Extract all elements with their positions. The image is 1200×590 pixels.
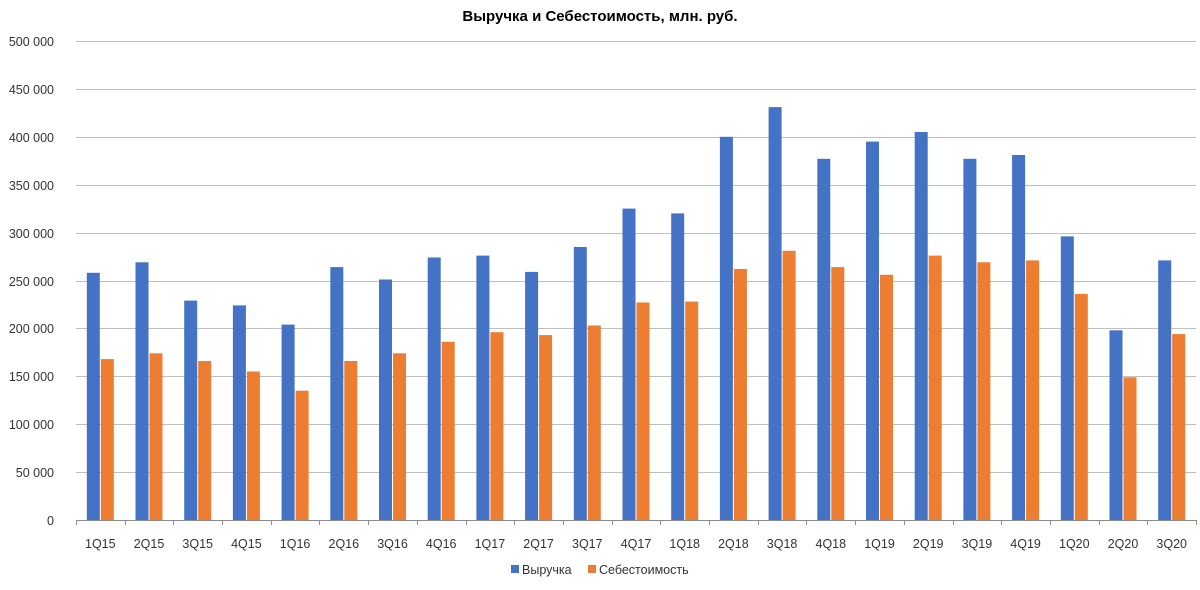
x-tick-label: 1Q15 (85, 537, 116, 551)
x-tick-label: 4Q17 (621, 537, 652, 551)
bar-revenue-2Q18 (719, 136, 733, 521)
x-tick-label: 3Q16 (377, 537, 408, 551)
bar-revenue-4Q18 (817, 158, 831, 521)
bar-revenue-1Q15 (86, 272, 100, 520)
bar-cost-3Q17 (587, 325, 601, 520)
legend: Выручка Себестоимость (511, 563, 689, 577)
bar-revenue-2Q15 (135, 262, 149, 520)
bar-cost-1Q19 (880, 274, 893, 520)
bar-cost-1Q15 (100, 359, 114, 520)
bar-revenue-4Q15 (232, 305, 246, 520)
bar-revenue-4Q16 (427, 257, 441, 520)
x-tick-label: 2Q18 (718, 537, 749, 551)
bar-revenue-3Q15 (184, 300, 198, 520)
bar-revenue-3Q20 (1158, 260, 1172, 520)
bar-cost-2Q17 (539, 335, 553, 520)
chart-title: Выручка и Себестоимость, млн. руб. (462, 8, 737, 25)
bar-revenue-3Q19 (963, 158, 977, 521)
bar-revenue-3Q17 (573, 247, 587, 520)
bar-revenue-1Q17 (476, 255, 490, 520)
x-tick-label: 4Q18 (816, 537, 847, 551)
y-tick-label: 0 (47, 514, 54, 528)
y-tick-label: 200 000 (9, 322, 54, 336)
legend-swatch (511, 565, 519, 573)
legend-label: Себестоимость (599, 563, 689, 577)
bar-revenue-1Q19 (866, 141, 879, 520)
legend-label: Выручка (522, 563, 572, 577)
x-tick-label: 3Q18 (767, 537, 798, 551)
bar-revenue-3Q16 (379, 279, 392, 520)
bar-revenue-4Q19 (1012, 155, 1026, 520)
bar-revenue-1Q16 (281, 324, 295, 520)
bar-revenue-2Q19 (914, 132, 928, 520)
legend-item-revenue: Выручка (511, 563, 572, 577)
x-axis (76, 520, 1197, 525)
y-tick-label: 500 000 (9, 35, 54, 49)
x-tick-label: 4Q15 (231, 537, 262, 551)
y-tick-label: 100 000 (9, 418, 54, 432)
bar-cost-4Q15 (246, 371, 260, 520)
bar-revenue-1Q20 (1060, 236, 1074, 520)
y-tick-label: 450 000 (9, 83, 54, 97)
x-tick-label: 1Q18 (669, 537, 700, 551)
y-tick-label: 150 000 (9, 370, 54, 384)
y-tick-label: 250 000 (9, 275, 54, 289)
x-tick-label: 3Q17 (572, 537, 603, 551)
bar-cost-1Q17 (490, 332, 504, 520)
bar-revenue-2Q20 (1109, 330, 1123, 520)
bar-cost-3Q18 (782, 250, 796, 521)
x-tick-label: 3Q15 (182, 537, 213, 551)
x-tick-label: 2Q20 (1108, 537, 1139, 551)
y-tick-label: 50 000 (16, 466, 54, 480)
bar-cost-3Q20 (1172, 334, 1186, 520)
bar-revenue-2Q16 (330, 267, 344, 520)
bar-revenue-4Q17 (622, 208, 636, 520)
x-tick-label: 3Q19 (962, 537, 993, 551)
x-tick-label: 2Q15 (134, 537, 165, 551)
legend-item-cost: Себестоимость (588, 563, 689, 577)
y-tick-label: 300 000 (9, 227, 54, 241)
x-tick-label: 2Q19 (913, 537, 944, 551)
bar-revenue-3Q18 (768, 107, 782, 520)
bars (86, 107, 1186, 521)
legend-swatch (588, 565, 596, 573)
gridlines (76, 41, 1196, 473)
bar-cost-2Q19 (928, 255, 942, 520)
bar-cost-2Q15 (149, 353, 163, 520)
x-tick-label: 1Q17 (475, 537, 506, 551)
bar-cost-1Q18 (685, 301, 699, 520)
x-axis-tick-labels: 1Q15 2Q15 3Q15 4Q15 1Q16 2Q16 3Q16 4Q16 1Q17 2Q17… (85, 537, 1187, 551)
bar-cost-3Q19 (977, 262, 991, 520)
bar-cost-2Q16 (344, 361, 358, 520)
x-tick-label: 3Q20 (1156, 537, 1187, 551)
bar-cost-2Q20 (1123, 377, 1137, 520)
y-tick-label: 350 000 (9, 179, 54, 193)
bar-cost-1Q16 (295, 390, 309, 520)
bar-cost-3Q15 (198, 361, 212, 520)
x-tick-label: 4Q16 (426, 537, 457, 551)
bar-cost-4Q19 (1026, 260, 1040, 520)
bar-cost-1Q20 (1074, 293, 1088, 520)
bar-revenue-1Q18 (671, 213, 685, 520)
y-tick-label: 400 000 (9, 131, 54, 145)
x-tick-label: 1Q19 (864, 537, 895, 551)
x-tick-label: 1Q16 (280, 537, 311, 551)
bar-cost-4Q16 (441, 341, 455, 520)
x-tick-label: 1Q20 (1059, 537, 1090, 551)
bar-cost-4Q17 (636, 302, 650, 520)
y-axis-tick-labels: 0 50 000 100 000 150 000 200 000 250 000 300 0… (9, 35, 54, 528)
x-tick-label: 4Q19 (1010, 537, 1041, 551)
bar-cost-4Q18 (831, 267, 845, 520)
bar-cost-2Q18 (733, 269, 747, 520)
bar-cost-3Q16 (393, 353, 406, 520)
bar-revenue-2Q17 (525, 271, 539, 520)
x-tick-label: 2Q17 (523, 537, 554, 551)
x-tick-label: 2Q16 (329, 537, 360, 551)
